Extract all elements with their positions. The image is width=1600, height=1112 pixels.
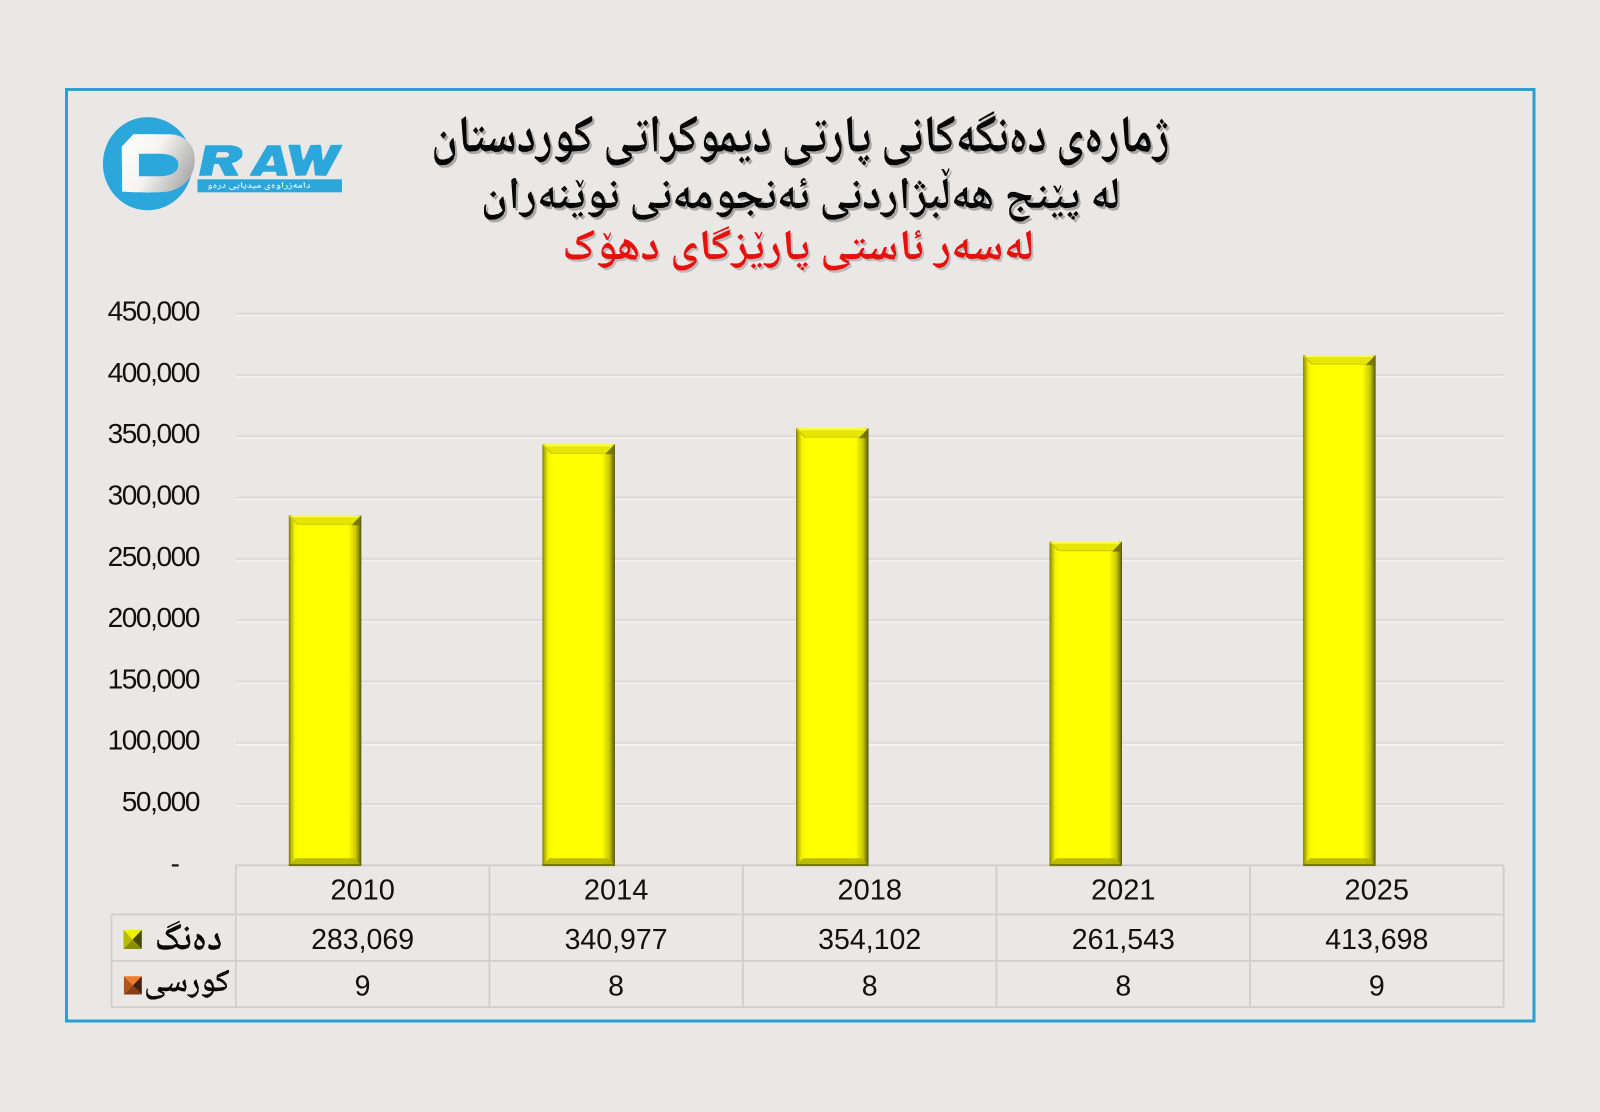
svg-text:300,000: 300,000 [108,480,200,511]
svg-text:8: 8 [1115,971,1131,1003]
svg-text:2025: 2025 [1345,875,1410,907]
svg-text:8: 8 [608,971,624,1003]
svg-text:261,543: 261,543 [1072,924,1175,956]
svg-text:2010: 2010 [330,875,395,907]
svg-text:283,069: 283,069 [311,924,414,956]
svg-text:354,102: 354,102 [818,924,921,956]
svg-text:413,698: 413,698 [1325,924,1428,956]
svg-text:9: 9 [355,971,371,1003]
svg-text:340,977: 340,977 [565,924,668,956]
svg-text:2021: 2021 [1091,875,1156,907]
svg-text:450,000: 450,000 [108,296,200,327]
svg-text:150,000: 150,000 [108,663,200,694]
svg-text:100,000: 100,000 [108,725,200,756]
svg-text:400,000: 400,000 [108,357,200,388]
svg-text:9: 9 [1369,971,1385,1003]
svg-text:200,000: 200,000 [108,602,200,633]
svg-text:2018: 2018 [837,875,902,907]
svg-text:2014: 2014 [584,875,649,907]
svg-text:-: - [171,848,180,879]
svg-text:250,000: 250,000 [108,541,200,572]
svg-text:350,000: 350,000 [108,418,200,449]
svg-text:50,000: 50,000 [122,786,200,817]
svg-text:8: 8 [862,971,878,1003]
